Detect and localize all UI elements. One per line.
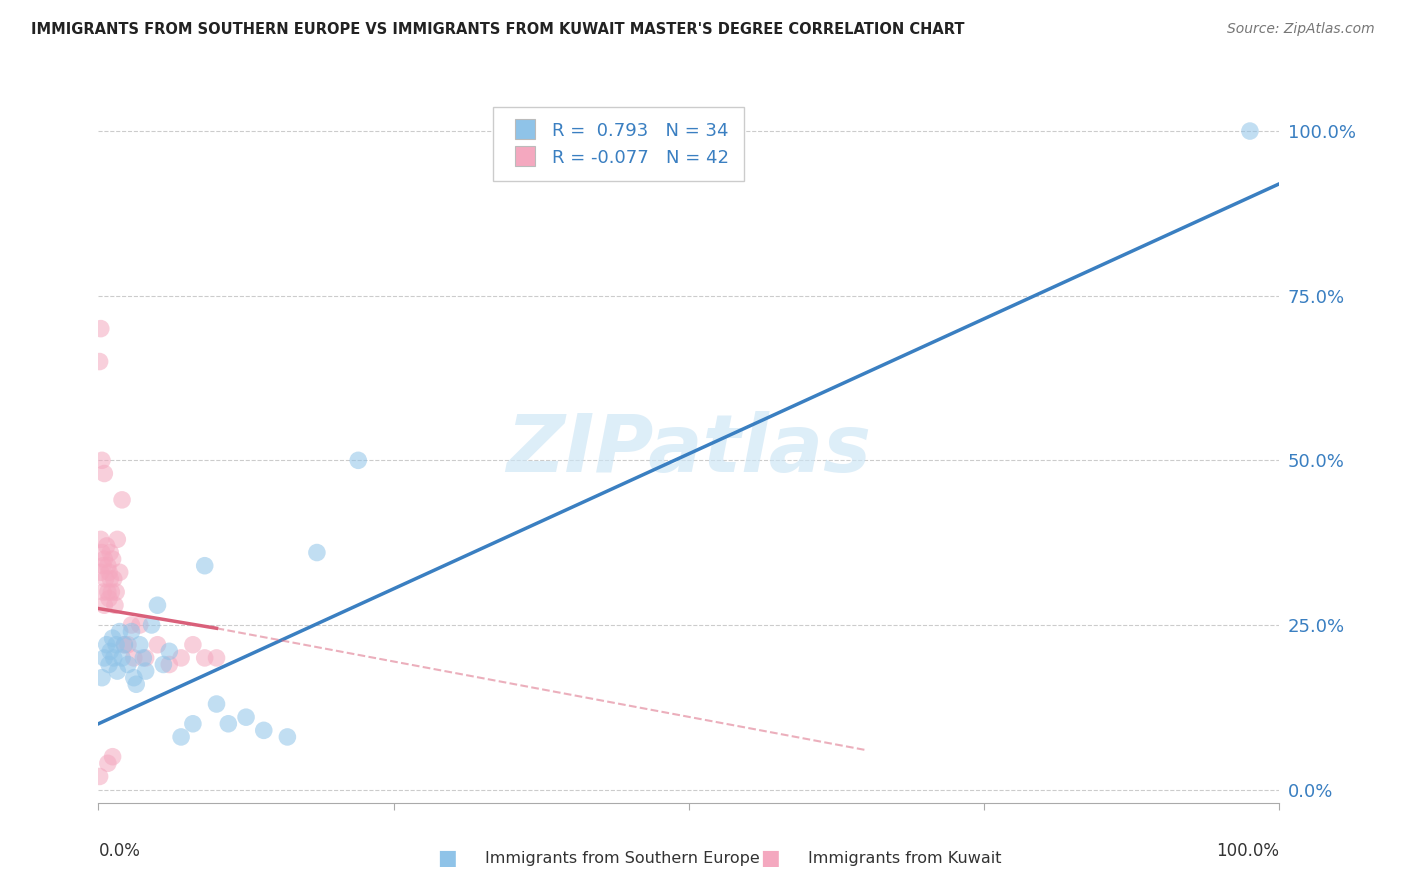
Point [96, 638, 118, 652]
Text: ■: ■ [437, 848, 457, 868]
Point [97, 585, 120, 599]
Point [98, 545, 121, 559]
Point [181, 638, 204, 652]
Text: Immigrants from Southern Europe: Immigrants from Southern Europe [485, 851, 759, 865]
Point [108, 566, 131, 580]
Point [122, 651, 145, 665]
Point [97, 558, 120, 573]
Point [125, 677, 148, 691]
Point [217, 716, 239, 731]
Point [93, 599, 115, 613]
Text: ■: ■ [761, 848, 780, 868]
Point [98, 591, 121, 606]
Point [194, 558, 217, 573]
Text: 0.0%: 0.0% [98, 841, 141, 860]
Point [205, 651, 228, 665]
Point [181, 716, 204, 731]
Point [101, 631, 124, 645]
Point [152, 657, 174, 672]
Point [90, 533, 112, 547]
Point [170, 730, 193, 744]
Point [105, 664, 128, 678]
Point [108, 624, 131, 639]
Point [93, 467, 115, 481]
Point [305, 545, 328, 559]
Point [89, 769, 111, 783]
Point [128, 618, 150, 632]
Point [121, 618, 143, 632]
Point [112, 638, 135, 652]
Point [91, 453, 114, 467]
Point [105, 638, 128, 652]
Text: Source: ZipAtlas.com: Source: ZipAtlas.com [1227, 22, 1375, 37]
Point [105, 585, 128, 599]
Point [146, 638, 169, 652]
Point [98, 644, 121, 658]
Point [98, 657, 121, 672]
Point [90, 566, 112, 580]
Point [157, 657, 180, 672]
Point [93, 651, 115, 665]
Point [100, 585, 122, 599]
Point [122, 671, 145, 685]
Text: Immigrants from Kuwait: Immigrants from Kuwait [808, 851, 1002, 865]
Point [101, 552, 124, 566]
Point [128, 638, 150, 652]
Point [105, 533, 128, 547]
Point [135, 664, 157, 678]
Point [117, 657, 139, 672]
Legend: R =  0.793   N = 34, R = -0.077   N = 42: R = 0.793 N = 34, R = -0.077 N = 42 [492, 107, 744, 181]
Point [89, 354, 111, 368]
Point [194, 651, 217, 665]
Point [101, 749, 124, 764]
Point [157, 644, 180, 658]
Point [97, 756, 120, 771]
Point [276, 730, 298, 744]
Point [121, 624, 143, 639]
Point [94, 572, 117, 586]
Point [1239, 124, 1261, 138]
Point [98, 566, 121, 580]
Point [146, 599, 169, 613]
Text: 100.0%: 100.0% [1216, 841, 1279, 860]
Point [135, 651, 157, 665]
Point [90, 321, 112, 335]
Point [91, 671, 114, 685]
Point [98, 572, 121, 586]
Point [205, 697, 228, 711]
Text: IMMIGRANTS FROM SOUTHERN EUROPE VS IMMIGRANTS FROM KUWAIT MASTER'S DEGREE CORREL: IMMIGRANTS FROM SOUTHERN EUROPE VS IMMIG… [31, 22, 965, 37]
Point [93, 552, 115, 566]
Point [104, 599, 127, 613]
Point [132, 651, 155, 665]
Point [141, 618, 163, 632]
Point [103, 651, 125, 665]
Point [91, 558, 114, 573]
Point [111, 492, 134, 507]
Point [111, 651, 134, 665]
Point [117, 638, 139, 652]
Text: ZIPatlas: ZIPatlas [506, 411, 872, 490]
Point [103, 572, 125, 586]
Point [91, 585, 114, 599]
Point [96, 539, 118, 553]
Point [91, 545, 114, 559]
Point [347, 453, 370, 467]
Point [170, 651, 193, 665]
Point [253, 723, 276, 738]
Point [235, 710, 257, 724]
Point [112, 638, 135, 652]
